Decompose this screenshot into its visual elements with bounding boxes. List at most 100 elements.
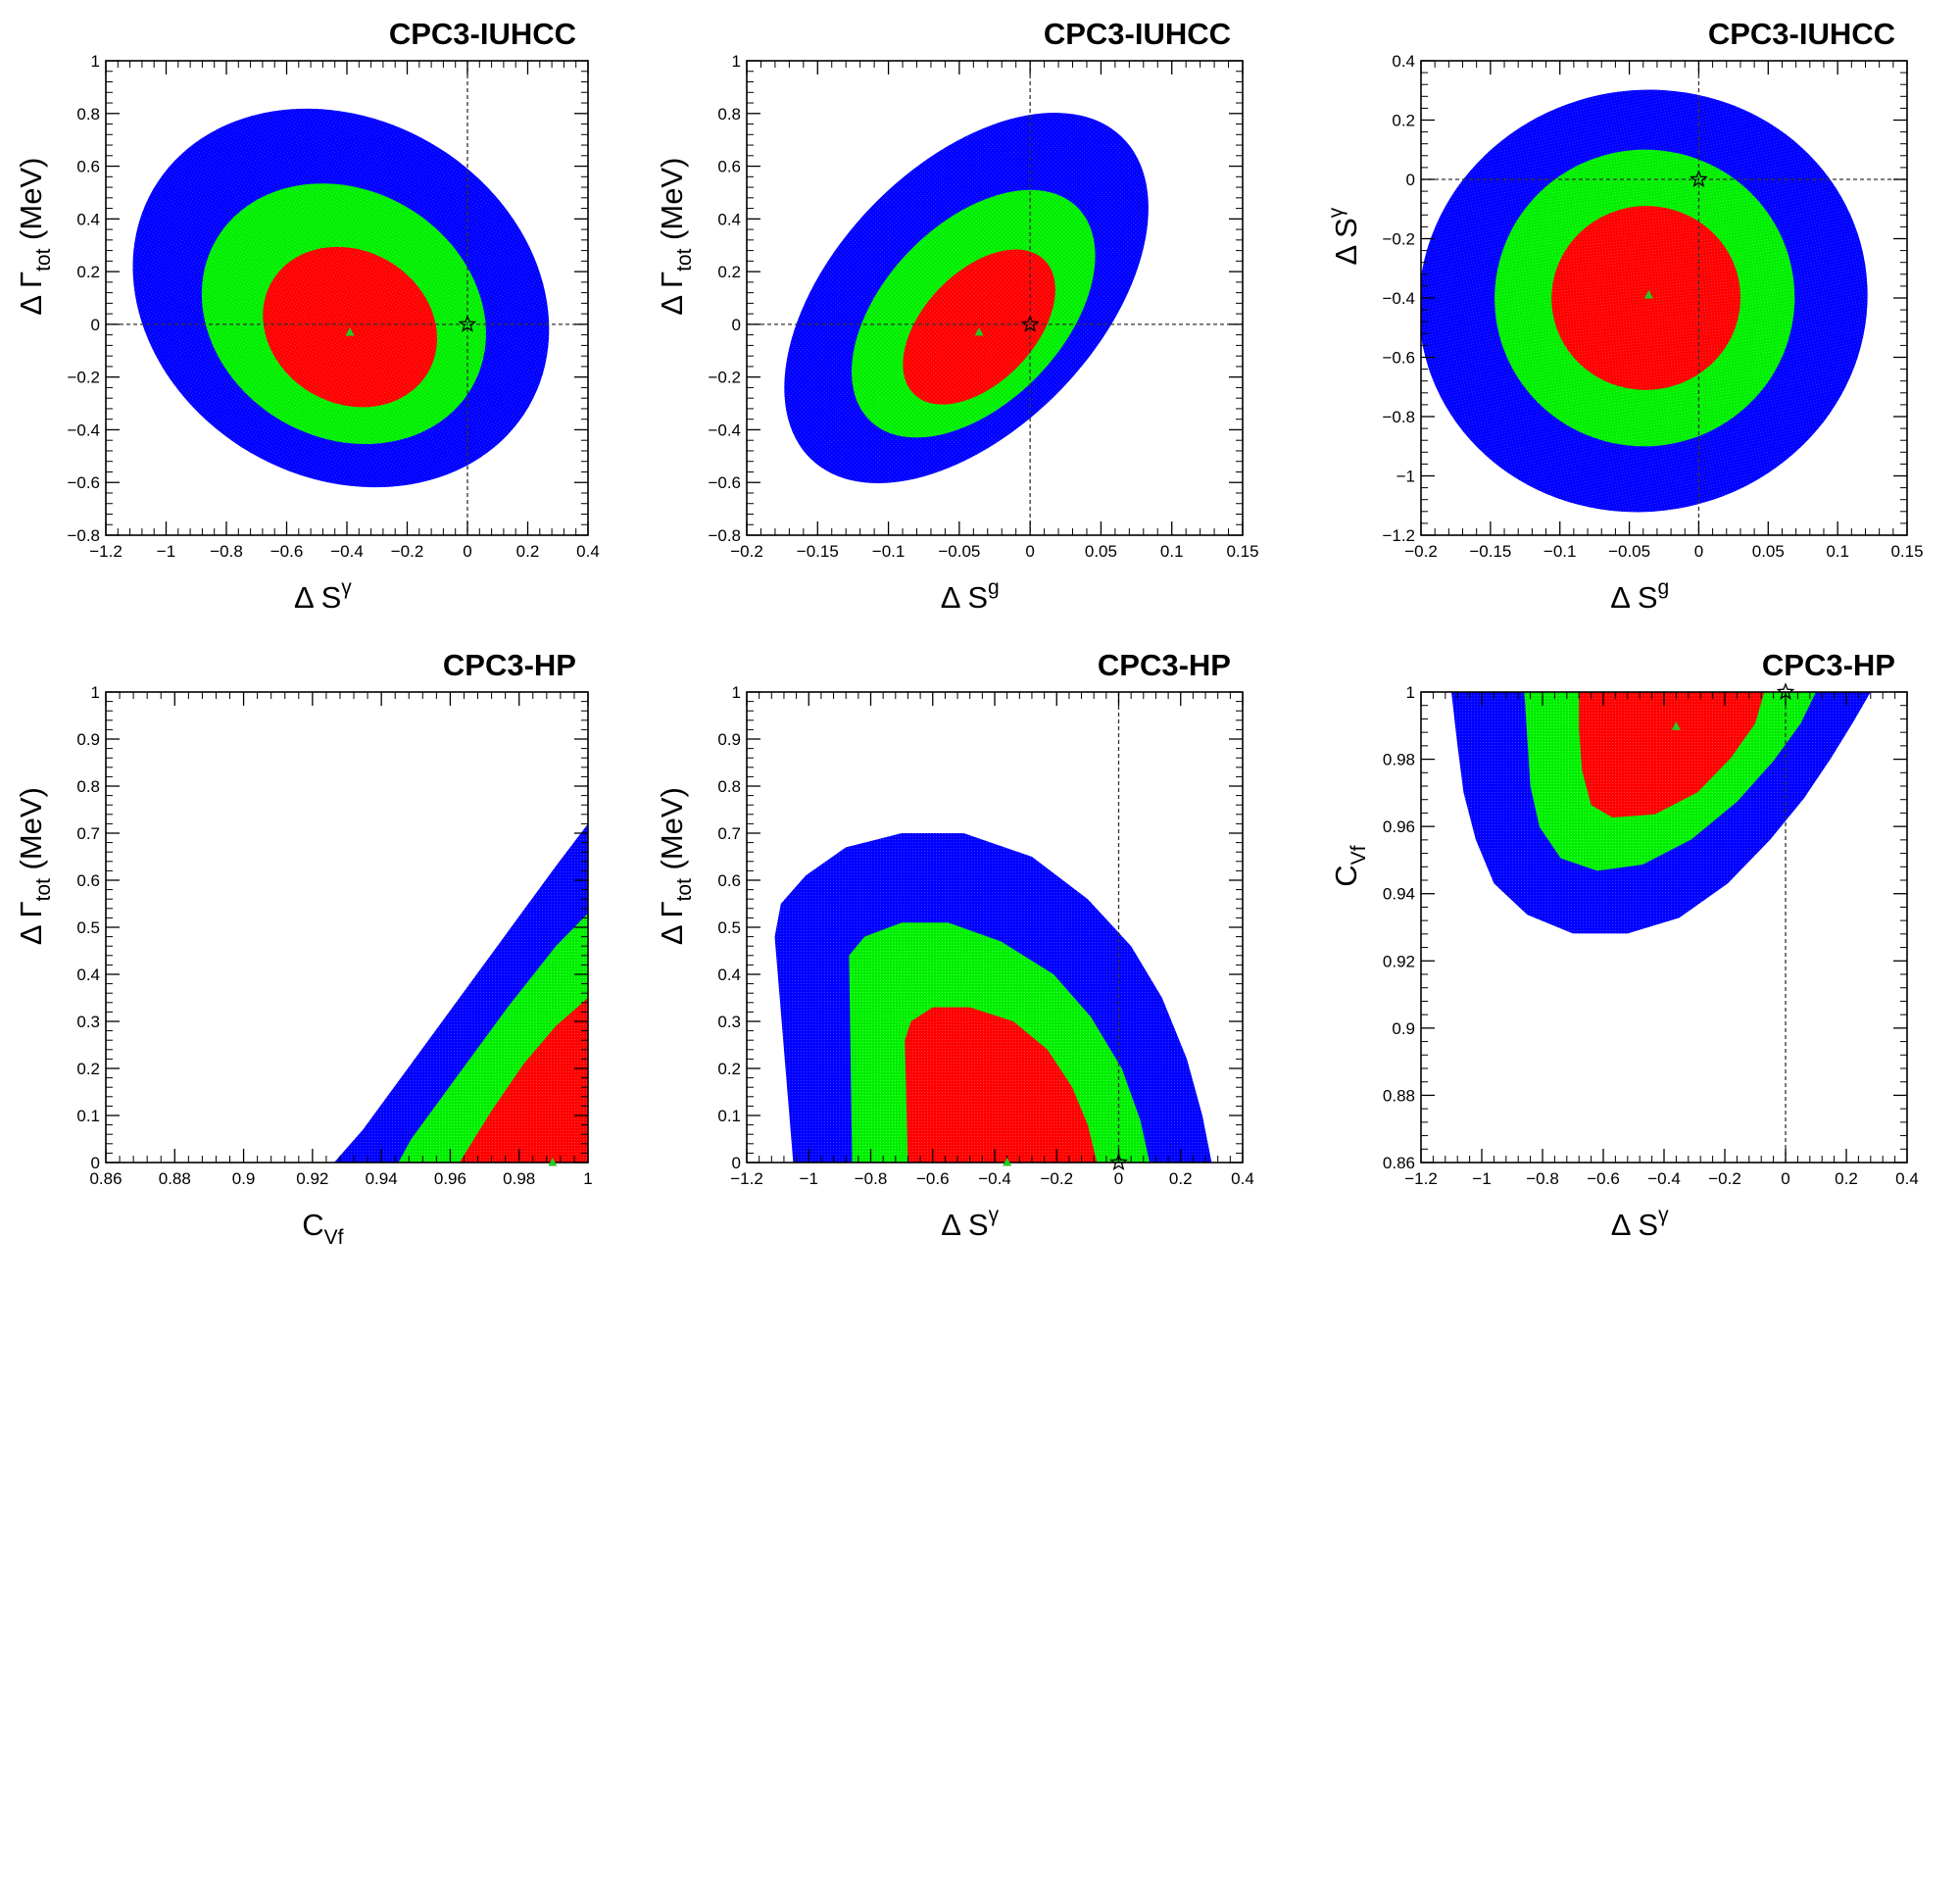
confidence-regions bbox=[333, 823, 588, 1163]
y-tick-label: 0.2 bbox=[76, 263, 100, 281]
panel-title: CPC3-HP bbox=[1098, 648, 1231, 682]
x-tick-label: 0.98 bbox=[503, 1169, 535, 1188]
x-axis-label-subscript: Vf bbox=[324, 1226, 344, 1249]
x-axis-label: CVf bbox=[302, 1208, 343, 1249]
y-tick-label: 0.1 bbox=[717, 1107, 741, 1125]
y-tick-label: 0.98 bbox=[1383, 751, 1415, 769]
y-tick-label: −0.6 bbox=[708, 473, 741, 492]
y-tick-label: −0.8 bbox=[1382, 408, 1415, 426]
x-tick-label: 0 bbox=[1694, 542, 1703, 561]
region-inner-band bbox=[905, 1007, 1098, 1163]
x-tick-label: 0.2 bbox=[1169, 1169, 1193, 1188]
x-axis-label-base: Δ S bbox=[941, 1208, 988, 1242]
region-inner-band bbox=[263, 246, 437, 408]
x-tick-label: 0.2 bbox=[516, 542, 540, 561]
panel-1: −1.2 −1 −0.8 −0.6 −0.4 −0.2 0 0.2 0.4 −0.8 −0.6 −0.… bbox=[14, 17, 600, 615]
x-axis-label-base: Δ S bbox=[1611, 1208, 1658, 1242]
x-tick-label: 0.4 bbox=[1231, 1169, 1254, 1188]
y-tick-label: −0.4 bbox=[67, 421, 100, 439]
y-axis-label-suffix: (MeV) bbox=[655, 158, 689, 249]
sm-point-star-icon bbox=[1109, 1153, 1128, 1170]
y-tick-label: −0.2 bbox=[67, 369, 100, 387]
region-inner-band bbox=[459, 998, 588, 1163]
x-axis-label-base: Δ S bbox=[941, 580, 988, 615]
y-tick-label: 0 bbox=[732, 1154, 741, 1172]
x-tick-label: −1 bbox=[1472, 1169, 1491, 1188]
x-axis-label-superscript: γ bbox=[341, 576, 352, 599]
x-tick-label: 0.96 bbox=[434, 1169, 466, 1188]
panel-title: CPC3-IUHCC bbox=[1708, 17, 1895, 51]
best-fit-marker-icon bbox=[345, 326, 355, 336]
x-tick-label: −0.8 bbox=[1526, 1169, 1559, 1188]
y-tick-label: 0.6 bbox=[76, 871, 100, 890]
y-tick-label: 0.8 bbox=[76, 777, 100, 796]
x-tick-label: −0.6 bbox=[1587, 1169, 1620, 1188]
sm-point-star-icon bbox=[458, 315, 477, 332]
y-tick-label: −1 bbox=[1396, 468, 1415, 486]
y-tick-label: 0.5 bbox=[717, 918, 741, 937]
y-tick-label: −0.6 bbox=[1382, 349, 1415, 368]
x-tick-label: 0 bbox=[463, 542, 471, 561]
x-axis-label-base: C bbox=[302, 1208, 323, 1242]
y-axis-label-base: Δ Γ bbox=[655, 901, 689, 945]
y-tick-label: 0.2 bbox=[76, 1060, 100, 1078]
panel-3: −0.2 −0.15 −0.1 −0.05 0 0.05 0.1 0.15 −1.2 −1 −0.8… bbox=[1325, 17, 1924, 615]
y-tick-label: 0.3 bbox=[717, 1013, 741, 1031]
y-tick-label: 1 bbox=[1406, 683, 1415, 702]
x-tick-label: −0.15 bbox=[1469, 542, 1511, 561]
x-tick-label: −0.2 bbox=[730, 542, 763, 561]
x-tick-label: −0.05 bbox=[1608, 542, 1650, 561]
y-tick-label: 0.4 bbox=[76, 210, 100, 228]
y-tick-label: 0.8 bbox=[717, 777, 741, 796]
y-tick-label: −0.4 bbox=[708, 421, 741, 439]
x-tick-label: −1.2 bbox=[89, 542, 122, 561]
y-tick-label: −0.6 bbox=[67, 473, 100, 492]
y-tick-label: 0.5 bbox=[76, 918, 100, 937]
panel-title: CPC3-IUHCC bbox=[1044, 17, 1231, 51]
y-tick-label: 0.94 bbox=[1383, 885, 1415, 904]
y-tick-label: 1 bbox=[732, 52, 741, 71]
y-tick-label: 0.2 bbox=[717, 1060, 741, 1078]
confidence-regions bbox=[1421, 89, 1868, 513]
x-axis-label-superscript: g bbox=[988, 576, 1000, 599]
y-tick-label: 1 bbox=[732, 683, 741, 702]
x-axis-label-superscript: γ bbox=[1658, 1204, 1669, 1226]
y-axis-label: Δ Γtot (MeV) bbox=[655, 787, 696, 945]
y-tick-label: 0.4 bbox=[1392, 52, 1415, 71]
panel-2: −0.2 −0.15 −0.1 −0.05 0 0.05 0.1 0.15 −0.8 −0.6 −0… bbox=[655, 17, 1259, 615]
x-tick-label: 0.05 bbox=[1752, 542, 1785, 561]
y-axis-label: Δ Γtot (MeV) bbox=[14, 158, 55, 316]
x-tick-label: 0.9 bbox=[232, 1169, 256, 1188]
x-tick-label: 0.05 bbox=[1085, 542, 1117, 561]
x-tick-label: 0.2 bbox=[1835, 1169, 1858, 1188]
x-tick-label: −0.1 bbox=[872, 542, 906, 561]
confidence-regions bbox=[774, 833, 1212, 1163]
sm-point-star-icon bbox=[1776, 682, 1795, 700]
y-tick-label: 0.6 bbox=[717, 871, 741, 890]
x-tick-label: −0.4 bbox=[330, 542, 364, 561]
x-tick-label: −0.6 bbox=[916, 1169, 950, 1188]
y-tick-label: −0.4 bbox=[1382, 289, 1415, 308]
y-tick-label: 0.6 bbox=[717, 158, 741, 176]
best-fit-marker-icon bbox=[548, 1158, 558, 1166]
x-tick-label: −1.2 bbox=[730, 1169, 763, 1188]
x-tick-label: 0 bbox=[1114, 1169, 1123, 1188]
y-axis-label: Δ Γtot (MeV) bbox=[655, 158, 696, 316]
y-axis-label-suffix: (MeV) bbox=[14, 158, 48, 249]
y-tick-label: 0.9 bbox=[76, 730, 100, 749]
x-tick-label: −0.15 bbox=[797, 542, 839, 561]
y-tick-label: 0.2 bbox=[717, 263, 741, 281]
y-tick-label: 0.8 bbox=[717, 105, 741, 124]
y-axis-label-base: C bbox=[1329, 865, 1363, 886]
x-tick-label: 0.94 bbox=[366, 1169, 398, 1188]
sm-point-star-icon bbox=[1690, 170, 1708, 187]
y-axis-label-subscript: tot bbox=[673, 248, 696, 272]
plot-frame bbox=[746, 60, 1244, 536]
y-tick-label: 0.2 bbox=[1392, 112, 1415, 130]
y-tick-label: 0.4 bbox=[717, 966, 741, 984]
x-axis-label-superscript: γ bbox=[989, 1204, 1000, 1226]
x-tick-label: 0.1 bbox=[1160, 542, 1184, 561]
y-tick-label: −0.2 bbox=[708, 369, 741, 387]
y-axis-label-subscript: tot bbox=[32, 878, 55, 902]
